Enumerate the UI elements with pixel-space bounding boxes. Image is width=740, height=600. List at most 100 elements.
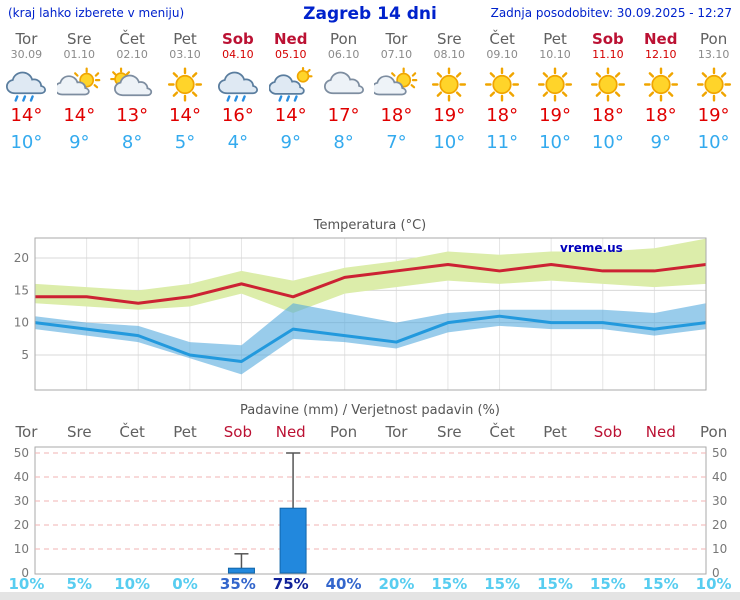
day-min-temp: 5° [174, 132, 196, 153]
day-name: Sre [66, 30, 92, 48]
svg-text:5: 5 [21, 348, 29, 362]
day-column: Pet 03.10 14° 5° [159, 30, 212, 154]
day-min-temp: 7° [386, 132, 407, 153]
svg-text:40: 40 [14, 470, 29, 484]
day-max-temp: 18° [644, 105, 677, 126]
day-min-temp: 10° [433, 132, 466, 153]
day-column: Čet 02.10 13° 8° [106, 30, 159, 154]
svg-text:20: 20 [14, 518, 29, 532]
day-name: Čet [119, 30, 145, 48]
top-bar: (kraj lahko izberete v meniju) Zagreb 14… [0, 0, 740, 26]
svg-text:10: 10 [712, 542, 727, 556]
day-max-temp: 14° [169, 105, 201, 126]
day-date: 12.10 [644, 48, 677, 61]
precip-probability: 10% [695, 575, 732, 593]
svg-text:10: 10 [14, 316, 29, 330]
day-name: Sre [437, 30, 462, 48]
svg-text:50: 50 [14, 446, 29, 460]
day-min-temp: 10° [539, 132, 571, 153]
day-max-temp: 19° [539, 105, 571, 126]
day-date: 05.10 [274, 48, 307, 61]
day-max-temp: 14° [10, 105, 43, 126]
precip-day-label: Čet [489, 423, 515, 441]
day-min-temp: 11° [486, 132, 519, 153]
day-column: Tor 07.10 18° 7° [370, 30, 423, 154]
precip-day-label: Tor [385, 423, 408, 441]
weather-icon-sunny [696, 67, 731, 102]
day-name: Pon [700, 30, 728, 48]
day-max-temp: 16° [221, 105, 254, 126]
day-min-temp: 8° [121, 132, 143, 153]
day-name: Sob [221, 30, 254, 48]
precip-probability: 15% [589, 575, 626, 593]
location-menu-hint: (kraj lahko izberete v meniju) [8, 6, 185, 20]
day-name: Ned [273, 30, 308, 48]
precip-bar [227, 567, 255, 574]
last-updated-text: Zadnja posodobitev: 30.09.2025 - 12:27 [490, 6, 732, 20]
weather-icon-sunny [590, 67, 625, 102]
max-temp-line [35, 262, 707, 305]
day-max-temp: 13° [116, 105, 149, 126]
weather-icon-cloudy [322, 67, 366, 102]
precip-probability: 15% [642, 575, 679, 593]
svg-text:20: 20 [712, 518, 727, 532]
day-date: 04.10 [222, 48, 254, 61]
weather-icon-sunny [167, 67, 203, 102]
weather-icon-partly-cloudy [374, 67, 418, 102]
precip-day-label: Pet [543, 423, 567, 441]
day-column: Ned 12.10 18° 9° [634, 30, 687, 154]
precip-day-label: Sob [593, 423, 622, 441]
precip-day-label: Sre [437, 423, 462, 441]
day-max-temp: 17° [327, 105, 360, 126]
day-column: Pon 06.10 17° 8° [317, 30, 370, 154]
weather-icon-partly-cloudy [57, 67, 101, 102]
precipitation-chart: 0 0 10 10 20 20 30 30 40 40 50 50 [14, 446, 728, 579]
svg-text:15: 15 [14, 283, 29, 297]
precip-probability-row: 10% 5% 10% 0% 35% 75% 40% 20% 15% 15% 15% 15% 15% 10% [0, 575, 740, 593]
precip-probability: 15% [484, 575, 521, 593]
day-column: Sre 08.10 19° 10° [423, 30, 476, 154]
day-name: Ned [644, 30, 678, 48]
day-column: Pet 10.10 19° 10° [529, 30, 582, 154]
svg-text:10: 10 [14, 542, 29, 556]
day-date: 08.10 [433, 48, 466, 61]
precip-day-label: Sre [66, 423, 92, 441]
day-column: Tor 30.09 14° 10° [0, 30, 53, 154]
page-title: Zagreb 14 dni [303, 4, 437, 24]
svg-text:30: 30 [712, 494, 727, 508]
precip-day-label: Pon [700, 423, 728, 441]
vreme-us-watermark[interactable]: vreme.us [560, 241, 623, 255]
day-date: 11.10 [592, 48, 624, 61]
day-column: Sob 11.10 18° 10° [581, 30, 634, 154]
day-name: Pet [543, 30, 567, 48]
day-date: 01.10 [63, 48, 96, 61]
svg-text:20: 20 [14, 251, 29, 265]
day-column: Čet 09.10 18° 11° [476, 30, 529, 154]
day-date: 30.09 [10, 48, 43, 61]
day-max-temp: 18° [591, 105, 624, 126]
day-min-temp: 4° [227, 132, 249, 153]
temperature-chart-title: Temperatura (°C) [313, 218, 427, 233]
precip-probability: 5% [66, 575, 93, 593]
day-date: 06.10 [327, 48, 360, 61]
day-max-temp: 19° [697, 105, 730, 126]
bottom-strip [0, 592, 740, 600]
precip-day-label: Pon [329, 423, 358, 441]
svg-text:40: 40 [712, 470, 727, 484]
min-temp-line [34, 314, 707, 363]
day-column: Pon 13.10 19° 10° [687, 30, 740, 154]
day-max-temp: 18° [486, 105, 519, 126]
day-date: 02.10 [116, 48, 148, 61]
precip-day-label: Ned [645, 423, 676, 441]
precip-probability: 15% [431, 575, 468, 593]
precip-probability: 15% [537, 575, 573, 593]
precip-day-label: Tor [15, 423, 38, 441]
day-min-temp: 9° [280, 132, 301, 153]
day-column: Ned 05.10 14° 9° [264, 30, 317, 154]
day-name: Tor [15, 30, 38, 48]
svg-text:30: 30 [14, 494, 29, 508]
weather-icon-rain [4, 67, 48, 102]
weather-icon-sunny [643, 67, 678, 102]
weather-icon-mostly-cloudy [110, 67, 154, 102]
day-name: Tor [385, 30, 408, 48]
